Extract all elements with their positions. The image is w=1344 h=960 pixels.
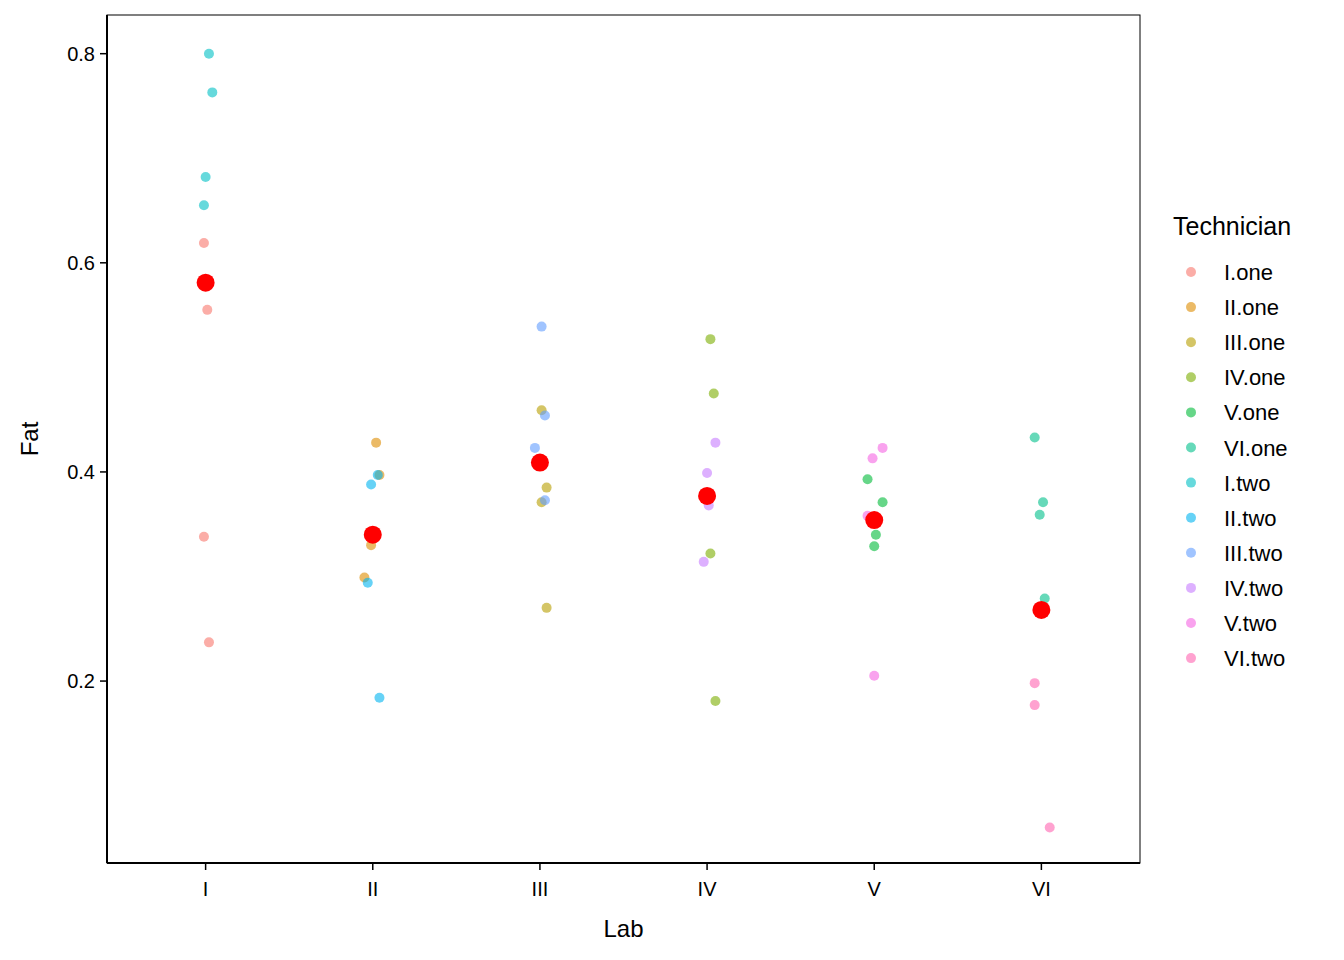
data-point xyxy=(373,470,383,480)
x-tick xyxy=(706,863,708,870)
y-axis-line xyxy=(106,15,108,863)
legend-label: III.one xyxy=(1224,330,1285,355)
data-point xyxy=(1030,700,1040,710)
legend-label: IV.two xyxy=(1224,576,1283,601)
x-tick xyxy=(873,863,875,870)
y-tick-label: 0.2 xyxy=(67,670,95,692)
data-point xyxy=(709,389,719,399)
mean-point xyxy=(197,274,215,292)
y-tick-label: 0.6 xyxy=(67,252,95,274)
x-tick-label: V xyxy=(868,878,882,900)
data-point xyxy=(869,671,879,681)
x-tick-label: IV xyxy=(698,878,718,900)
x-tick xyxy=(205,863,207,870)
data-point xyxy=(1038,497,1048,507)
x-tick xyxy=(372,863,374,870)
panel-frame xyxy=(107,15,1140,863)
legend-key xyxy=(1186,653,1196,663)
y-tick-label: 0.8 xyxy=(67,43,95,65)
data-point xyxy=(1035,510,1045,520)
data-point xyxy=(869,541,879,551)
data-point xyxy=(863,474,873,484)
legend-label: I.one xyxy=(1224,260,1273,285)
legend-title: Technician xyxy=(1173,212,1291,240)
data-point xyxy=(878,497,888,507)
plot-area xyxy=(197,49,1055,833)
data-point xyxy=(702,468,712,478)
legend-key xyxy=(1186,372,1196,382)
data-point xyxy=(202,305,212,315)
x-tick-label: II xyxy=(367,878,378,900)
legend-label: II.one xyxy=(1224,295,1279,320)
legend-key xyxy=(1186,302,1196,312)
legend-key xyxy=(1186,407,1196,417)
x-axis-title: Lab xyxy=(603,915,643,942)
legend-key xyxy=(1186,443,1196,453)
data-point xyxy=(1030,678,1040,688)
data-point xyxy=(363,578,373,588)
y-tick-label: 0.4 xyxy=(67,461,95,483)
data-point xyxy=(374,693,384,703)
data-point xyxy=(868,453,878,463)
data-point xyxy=(1045,822,1055,832)
data-point xyxy=(699,557,709,567)
mean-point xyxy=(865,511,883,529)
data-point xyxy=(371,438,381,448)
data-point xyxy=(1030,432,1040,442)
data-point xyxy=(710,696,720,706)
data-point xyxy=(199,200,209,210)
data-point xyxy=(537,322,547,332)
data-point xyxy=(204,49,214,59)
mean-point xyxy=(1032,601,1050,619)
data-point xyxy=(540,495,550,505)
legend-key xyxy=(1186,267,1196,277)
x-tick-label: III xyxy=(532,878,549,900)
data-point xyxy=(710,438,720,448)
y-tick xyxy=(100,471,107,473)
legend-key xyxy=(1186,548,1196,558)
legend-label: V.one xyxy=(1224,400,1279,425)
data-point xyxy=(366,479,376,489)
data-point xyxy=(705,334,715,344)
data-point xyxy=(201,172,211,182)
legend-label: II.two xyxy=(1224,506,1277,531)
data-point xyxy=(878,443,888,453)
y-axis-title: Fat xyxy=(16,421,43,456)
data-point xyxy=(542,603,552,613)
legend-label: V.two xyxy=(1224,611,1277,636)
data-point xyxy=(207,87,217,97)
y-tick xyxy=(100,53,107,55)
data-point xyxy=(705,548,715,558)
legend-key xyxy=(1186,478,1196,488)
x-tick-label: VI xyxy=(1032,878,1051,900)
legend-key xyxy=(1186,337,1196,347)
legend-label: I.two xyxy=(1224,471,1270,496)
legend-label: III.two xyxy=(1224,541,1283,566)
legend-key xyxy=(1186,583,1196,593)
data-point xyxy=(542,483,552,493)
legend-label: IV.one xyxy=(1224,365,1286,390)
legend-label: VI.one xyxy=(1224,436,1288,461)
legend-label: VI.two xyxy=(1224,646,1285,671)
y-tick xyxy=(100,262,107,264)
chart: 0.20.40.60.8IIIIIIIVVVILabFatTechnicianI… xyxy=(0,0,1344,960)
data-point xyxy=(204,637,214,647)
legend-key xyxy=(1186,618,1196,628)
data-point xyxy=(199,238,209,248)
x-tick-label: I xyxy=(203,878,209,900)
x-tick xyxy=(539,863,541,870)
mean-point xyxy=(364,526,382,544)
y-tick xyxy=(100,680,107,682)
data-point xyxy=(530,443,540,453)
data-point xyxy=(540,410,550,420)
mean-point xyxy=(531,454,549,472)
x-tick xyxy=(1041,863,1043,870)
mean-point xyxy=(698,487,716,505)
data-point xyxy=(199,532,209,542)
legend-key xyxy=(1186,513,1196,523)
data-point xyxy=(871,530,881,540)
legend: Technician I.one II.one III.one IV.one V.one V… xyxy=(1173,212,1291,671)
x-axis-line xyxy=(107,862,1140,864)
